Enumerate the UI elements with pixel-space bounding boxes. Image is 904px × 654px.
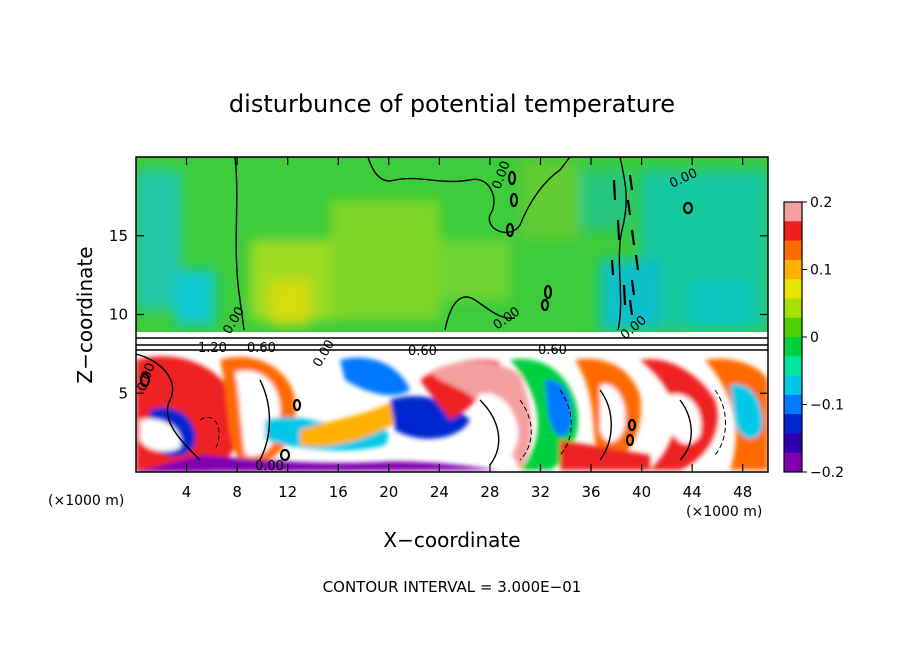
colorbar-segment bbox=[784, 221, 802, 242]
colorbar-tick-label: −0.1 bbox=[810, 398, 844, 414]
x-tick-label: 4 bbox=[182, 483, 192, 501]
colorbar-segment bbox=[784, 433, 802, 454]
x-tick-label: 28 bbox=[480, 483, 499, 501]
colorbar-segment bbox=[784, 317, 802, 338]
colorbar-tick-label: −0.2 bbox=[810, 465, 844, 481]
x-unit-left: (×1000 m) bbox=[48, 493, 124, 509]
x-axis-label: X−coordinate bbox=[383, 528, 520, 552]
contour-label: 0.60 bbox=[408, 344, 437, 359]
x-unit-right: (×1000 m) bbox=[686, 504, 762, 520]
colorbar-segment bbox=[784, 452, 802, 473]
colorbar-segment bbox=[784, 394, 802, 415]
y-tick-label: 10 bbox=[109, 306, 128, 324]
x-tick-label: 12 bbox=[278, 483, 297, 501]
y-tick-label: 15 bbox=[109, 227, 128, 245]
colorbar-tick-label: 0 bbox=[810, 330, 819, 346]
colorbar-tick-label: 0.1 bbox=[810, 263, 832, 279]
plot-area bbox=[136, 157, 768, 472]
colorbar-tick-label: 0.2 bbox=[810, 195, 832, 211]
contour-interval-note: CONTOUR INTERVAL = 3.000E−01 bbox=[323, 578, 582, 596]
colorbar-segment bbox=[784, 259, 802, 280]
contour-label: 1.20 bbox=[198, 341, 227, 356]
x-tick-label: 48 bbox=[733, 483, 752, 501]
colorbar-segment bbox=[784, 279, 802, 299]
x-tick-label: 20 bbox=[379, 483, 398, 501]
x-tick-label: 8 bbox=[232, 483, 242, 501]
x-tick-label: 16 bbox=[329, 483, 348, 501]
colorbar-segment bbox=[784, 356, 802, 377]
colorbar: 0.2 0.1 0 −0.1 −0.2 bbox=[783, 195, 844, 481]
contour-label: 0.00 bbox=[255, 459, 284, 474]
contour-label: 0.60 bbox=[538, 343, 567, 358]
y-tick-label: 5 bbox=[118, 384, 128, 402]
x-tick-label: 44 bbox=[683, 483, 702, 501]
chart-title: disturbunce of potential temperature bbox=[229, 90, 675, 118]
colorbar-segment bbox=[784, 414, 802, 434]
colorbar-segment bbox=[784, 337, 802, 357]
contour-label: 0.60 bbox=[247, 341, 276, 356]
x-tick-label: 40 bbox=[632, 483, 651, 501]
y-axis-label: Z−coordinate bbox=[73, 246, 97, 383]
x-tick-label: 32 bbox=[531, 483, 550, 501]
colorbar-segment bbox=[784, 375, 802, 396]
colorbar-segment bbox=[784, 240, 802, 261]
x-tick-label: 24 bbox=[430, 483, 449, 501]
colorbar-segment bbox=[784, 298, 802, 319]
x-tick-label: 36 bbox=[581, 483, 600, 501]
colorbar-segment bbox=[784, 202, 802, 222]
